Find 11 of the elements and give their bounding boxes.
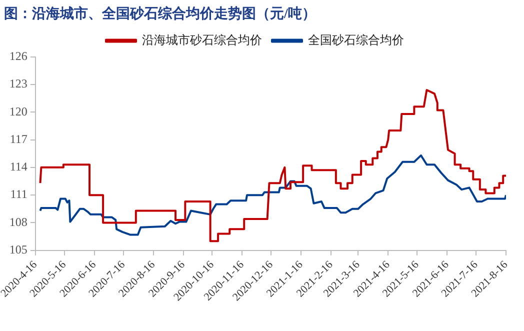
y-tick-label: 120 (9, 104, 28, 118)
y-tick-label: 117 (10, 132, 28, 146)
chart-title: 图：沿海城市、全国砂石综合均价走势图（元/吨） (4, 5, 316, 22)
y-tick-label: 111 (10, 187, 28, 202)
y-tick-label: 123 (9, 76, 28, 91)
y-tick-label: 126 (9, 48, 28, 63)
legend-label: 沿海城市砂石综合均价 (142, 32, 262, 47)
y-tick-label: 114 (10, 160, 28, 174)
y-tick-label: 108 (9, 214, 28, 229)
legend-label: 全国砂石综合均价 (308, 32, 404, 47)
y-tick-label: 105 (9, 242, 28, 257)
